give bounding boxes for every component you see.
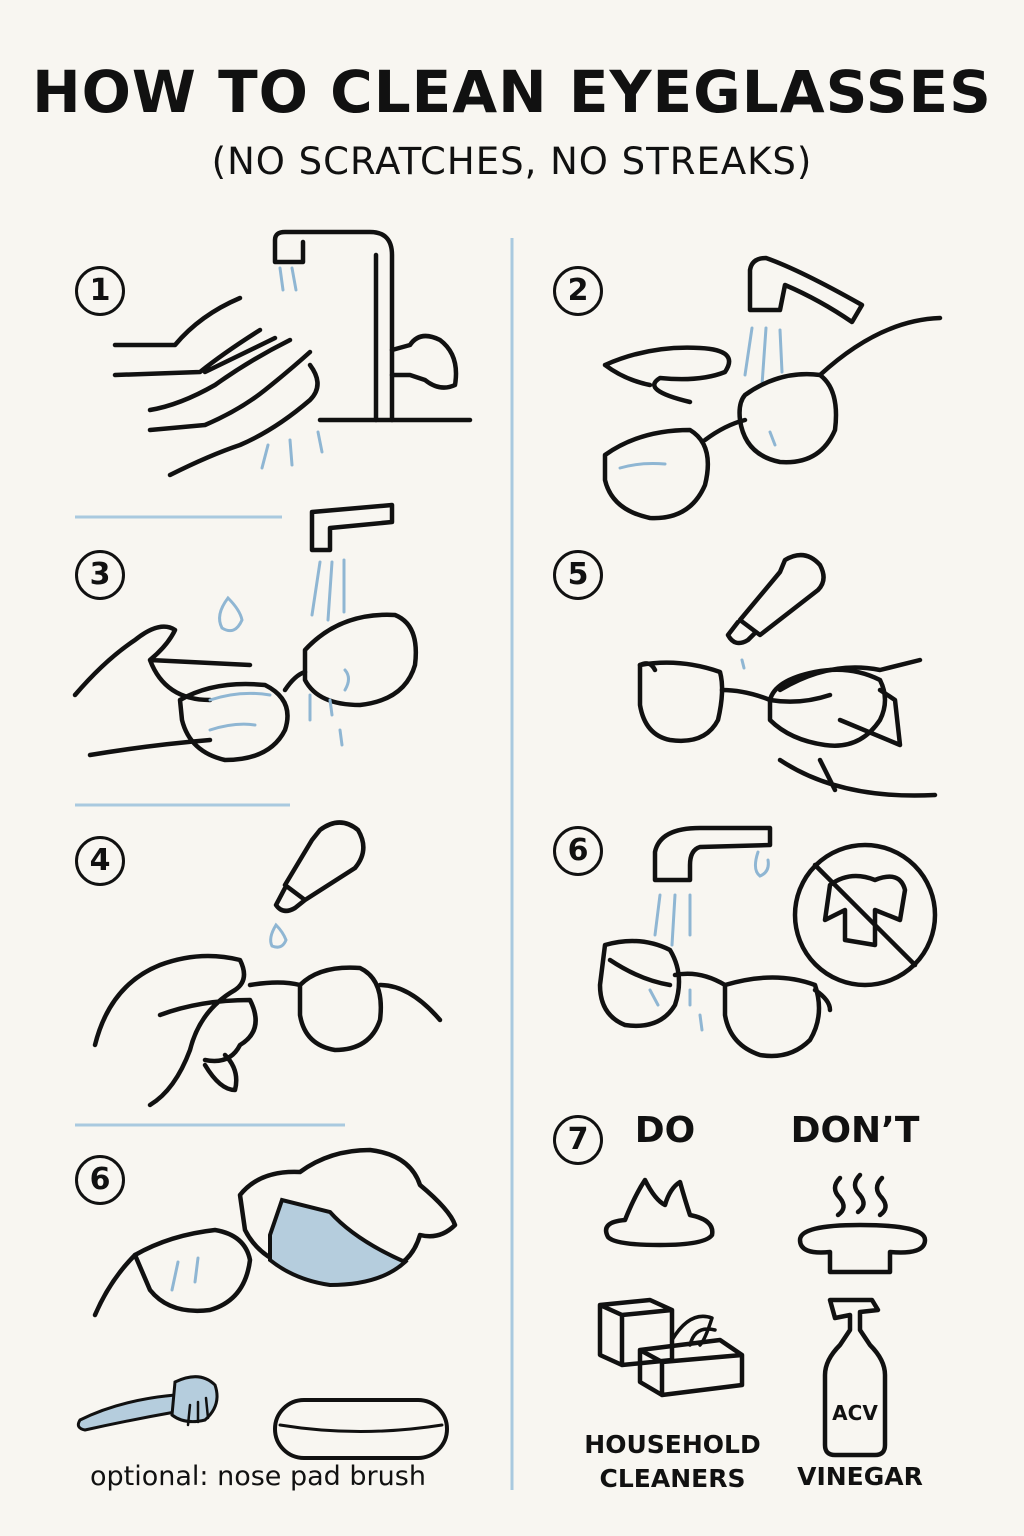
optional-note: optional: nose pad brush	[90, 1461, 426, 1492]
box-icon	[597, 1297, 675, 1368]
steam-icon	[832, 1172, 888, 1218]
step-number-4: 4	[75, 836, 125, 886]
no-towel-icon	[597, 825, 938, 1059]
step-number-5: 5	[553, 550, 603, 600]
foam-icon	[603, 1177, 715, 1248]
microfiber-cloth-icon	[76, 1147, 458, 1460]
do-dont-icon: ACV	[597, 1172, 928, 1458]
step-number-3: 3	[75, 550, 125, 600]
do-label: DO	[634, 1110, 696, 1151]
rinse-glasses-icon	[72, 502, 419, 763]
glasses-under-faucet-icon	[602, 255, 943, 521]
dropper-glasses-icon	[92, 820, 443, 1108]
cleaner-drop-glasses-icon	[637, 552, 938, 798]
step-number-6: 6	[553, 826, 603, 876]
spray-bottle-icon	[822, 1297, 888, 1458]
household-cleaners-label: HOUSEHOLD CLEANERS	[584, 1430, 761, 1493]
dont-label: DON’T	[790, 1110, 920, 1151]
step-number-1: 1	[75, 266, 125, 316]
tissue-box-icon	[637, 1337, 745, 1398]
bottle-label: ACV	[832, 1401, 878, 1425]
step-number-6b: 6	[75, 1155, 125, 1205]
page-title: HOW TO CLEAN EYEGLASSES	[32, 58, 992, 126]
step-number-2: 2	[553, 266, 603, 316]
step-number-7: 7	[553, 1115, 603, 1165]
hot-dish-icon	[797, 1222, 928, 1275]
hands-under-faucet-icon	[112, 229, 473, 478]
vinegar-label: VINEGAR	[797, 1462, 923, 1491]
page-subtitle: (NO SCRATCHES, NO STREAKS)	[211, 140, 813, 183]
